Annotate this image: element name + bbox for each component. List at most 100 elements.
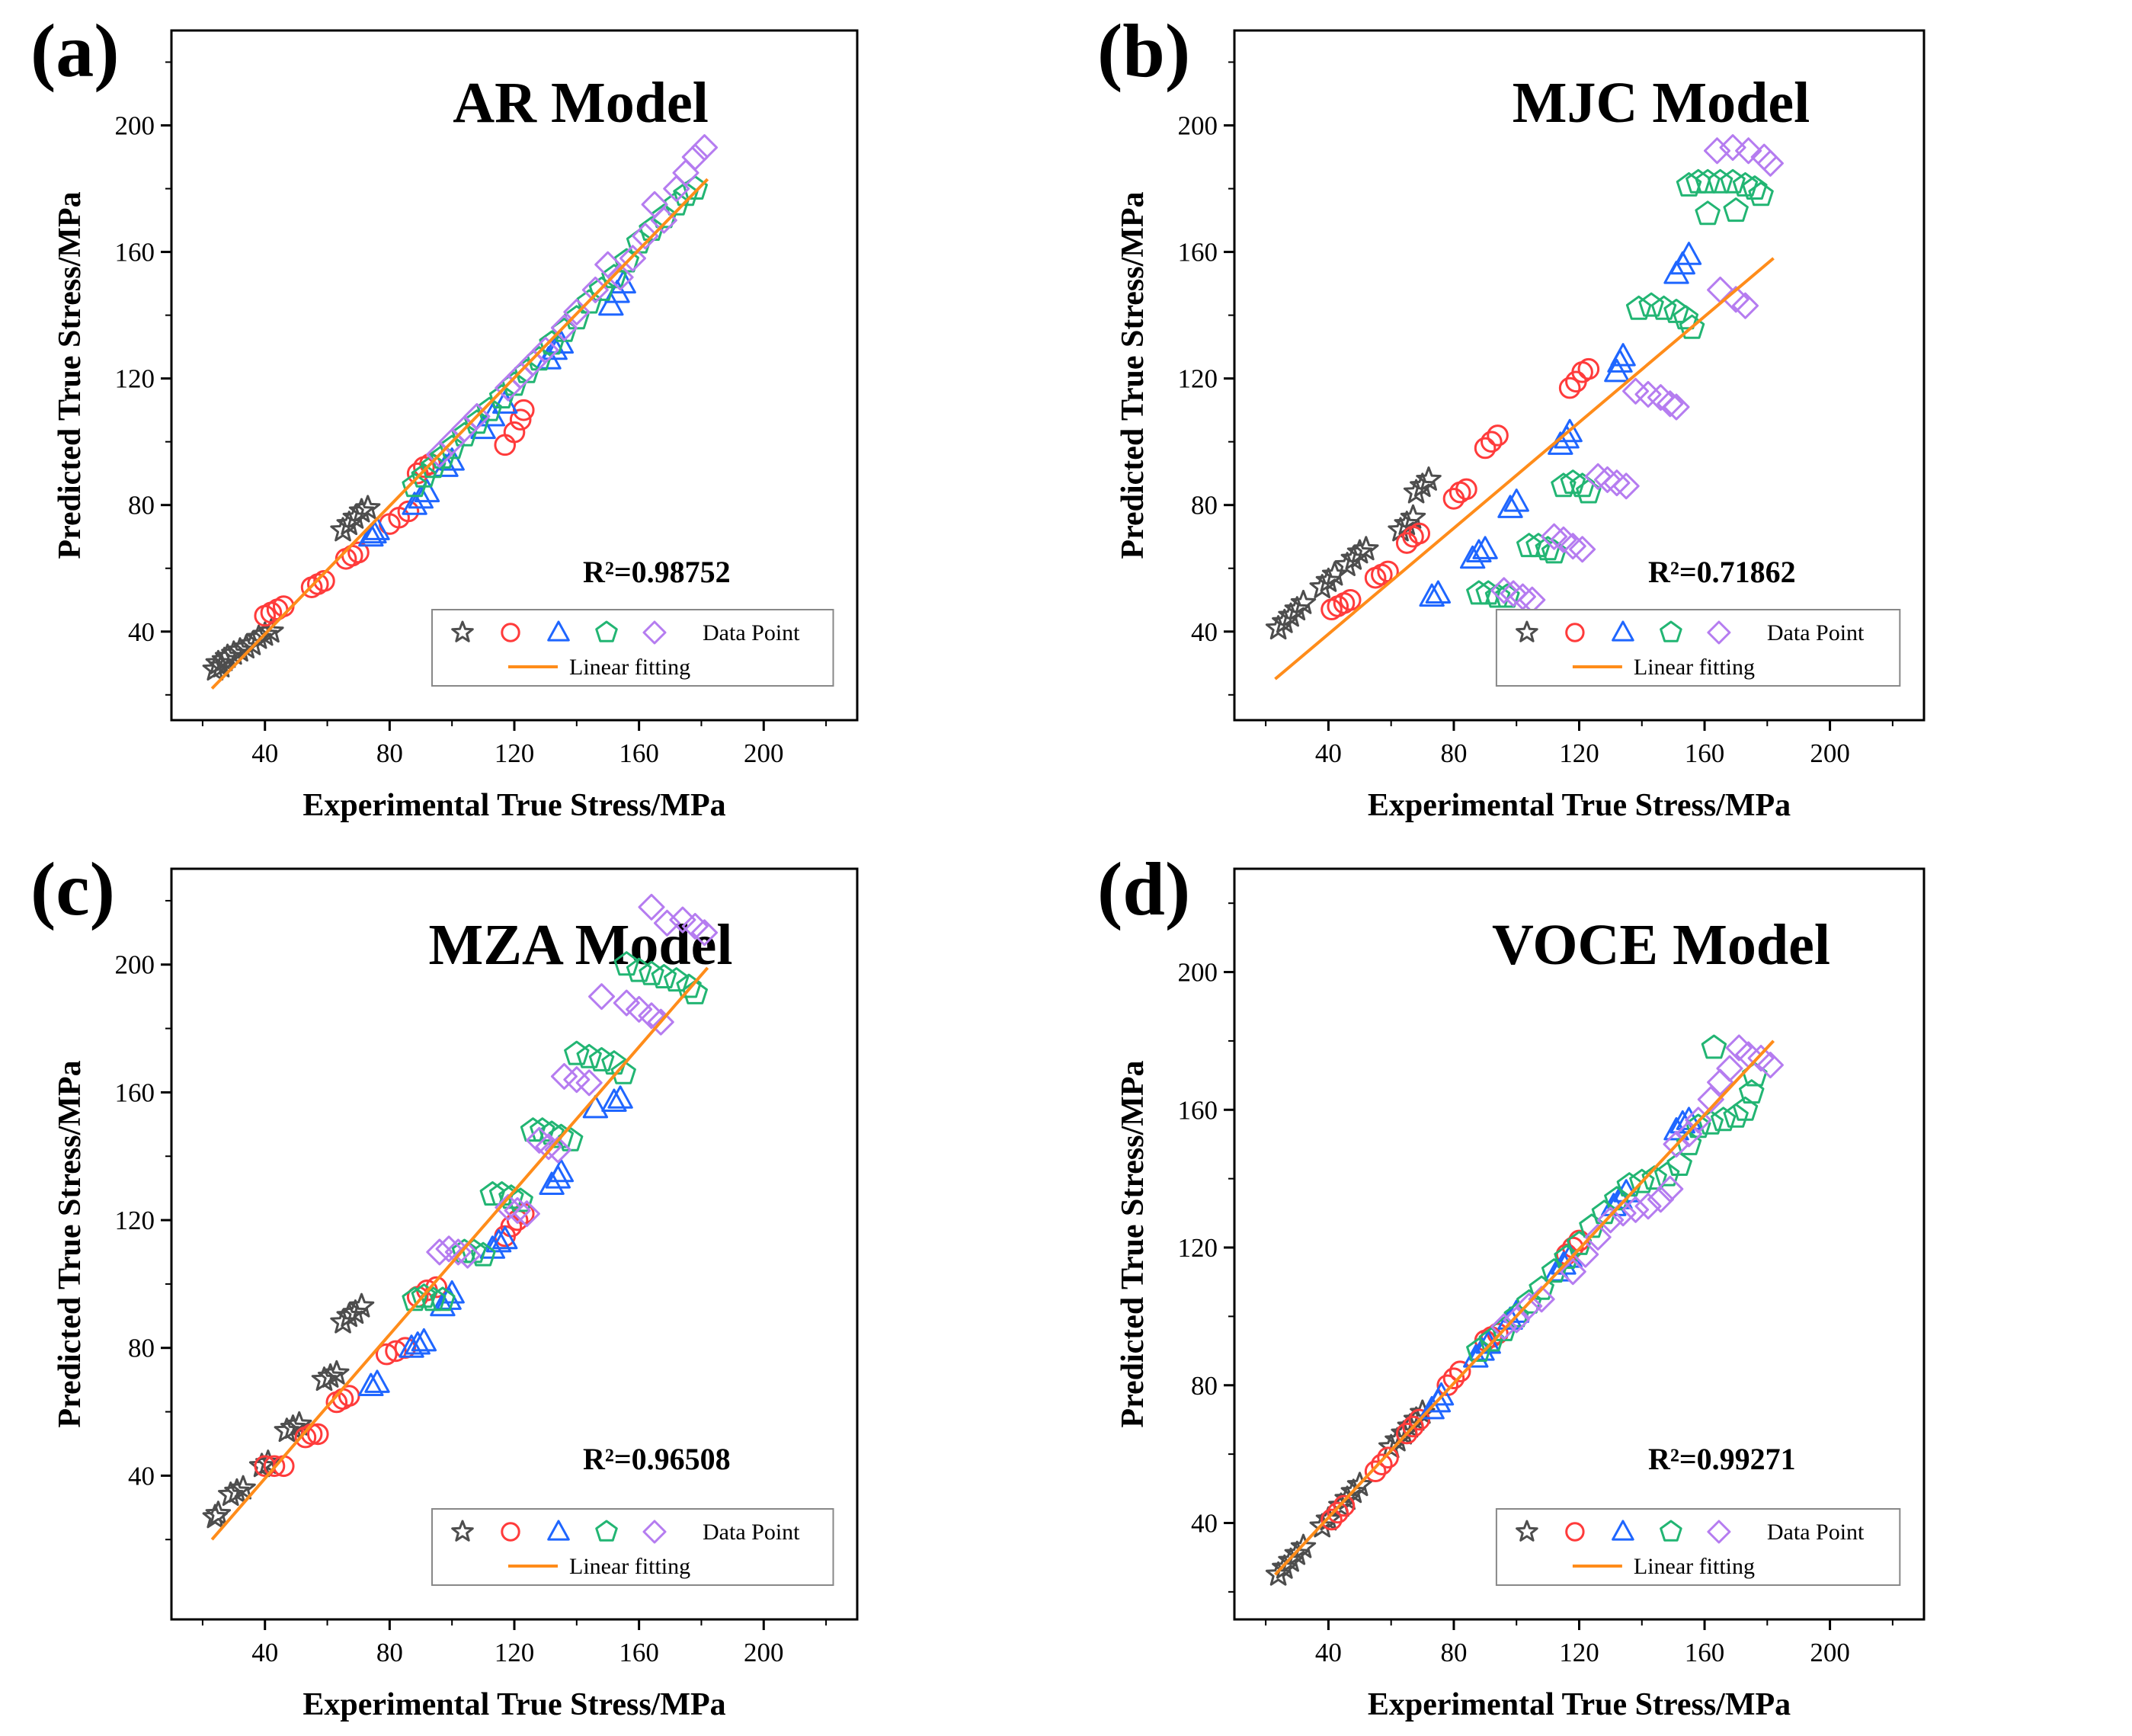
data-point <box>1472 536 1498 559</box>
legend-box <box>1495 609 1901 687</box>
data-point <box>664 967 690 992</box>
x-tick-label: 200 <box>1810 738 1850 768</box>
y-tick-label: 200 <box>115 950 155 980</box>
data-point <box>1666 1151 1692 1176</box>
data-point <box>1309 1513 1335 1538</box>
series-5 <box>426 893 719 1269</box>
data-point <box>1610 343 1636 367</box>
data-point <box>1410 472 1436 498</box>
data-point <box>1720 168 1746 194</box>
chart-panel-4: (d) VOCE Model 40 80 120 160 200 40 80 120 160 200 E… <box>1097 847 1926 1722</box>
data-point <box>1516 1289 1542 1314</box>
data-point <box>1685 1107 1712 1134</box>
data-point <box>669 906 696 934</box>
y-tick-label: 80 <box>1191 1371 1218 1401</box>
data-point <box>1272 1554 1298 1579</box>
data-point <box>397 500 420 523</box>
data-point <box>691 919 719 946</box>
data-point <box>1353 536 1379 561</box>
r2-label: R²=0.99271 <box>1648 1442 1796 1476</box>
x-tick-label: 160 <box>619 738 659 768</box>
data-point <box>492 1225 518 1250</box>
data-point <box>1634 380 1662 408</box>
data-point <box>1525 533 1551 558</box>
series-1 <box>202 1292 375 1529</box>
x-tick-label: 80 <box>376 738 403 768</box>
data-point <box>375 1343 398 1366</box>
data-point <box>1657 1175 1684 1203</box>
data-point <box>1634 1193 1662 1220</box>
chart-title: MZA Model <box>429 913 733 977</box>
legend-marker <box>1565 623 1585 642</box>
data-point <box>430 1292 456 1317</box>
data-point <box>426 1238 453 1266</box>
series-3 <box>1419 242 1702 607</box>
data-point <box>1377 560 1399 583</box>
data-point <box>1650 295 1677 320</box>
data-point <box>1466 539 1492 562</box>
legend-fit-label: Linear fitting <box>569 655 690 680</box>
data-point <box>1584 463 1612 490</box>
data-point <box>1647 1186 1674 1213</box>
x-tick-label: 200 <box>744 738 784 768</box>
y-tick-label: 40 <box>1191 1508 1218 1538</box>
data-point <box>1707 276 1734 303</box>
data-point <box>588 983 616 1011</box>
data-point <box>1679 314 1705 339</box>
data-point <box>1284 1540 1310 1565</box>
data-point <box>1340 545 1366 570</box>
legend-marker <box>1707 620 1731 645</box>
data-point <box>626 957 652 982</box>
legend-box <box>1495 1508 1901 1586</box>
y-tick-label: 200 <box>1178 958 1218 988</box>
data-point <box>1541 539 1567 564</box>
data-point <box>509 408 532 431</box>
data-point <box>639 216 664 241</box>
data-point <box>1402 1415 1424 1438</box>
data-point <box>1315 1506 1342 1531</box>
y-axis-label: Predicted True Stress/MPa <box>1116 191 1151 559</box>
data-point <box>647 1008 674 1036</box>
data-point <box>1265 1561 1292 1586</box>
y-tick-label: 200 <box>115 111 155 141</box>
data-point <box>1569 536 1596 563</box>
data-point <box>601 1088 627 1112</box>
data-point <box>1328 1492 1354 1517</box>
y-tick-label: 120 <box>115 1206 155 1235</box>
series-4 <box>1466 168 1774 608</box>
x-axis-label: Experimental True Stress/MPa <box>303 788 725 823</box>
y-tick-label: 40 <box>1191 617 1218 647</box>
series-1 <box>202 495 381 681</box>
data-point <box>479 1181 506 1206</box>
data-point <box>411 1328 437 1352</box>
legend: Data Point Linear fitting <box>431 609 834 687</box>
legend-fit-label: Linear fitting <box>1634 655 1755 680</box>
data-point <box>494 434 517 456</box>
data-point <box>430 1286 456 1312</box>
data-point <box>1711 1107 1737 1132</box>
y-tick-label: 200 <box>1178 111 1218 141</box>
data-point <box>364 517 390 540</box>
panel-letter: (c) <box>30 847 115 931</box>
chart-title: MJC Model <box>1513 71 1810 135</box>
y-tick-label: 160 <box>1178 1095 1218 1125</box>
x-tick-label: 80 <box>376 1638 403 1667</box>
data-point <box>258 618 284 643</box>
data-point <box>1500 580 1527 607</box>
data-point <box>1346 1472 1373 1497</box>
data-point <box>1408 1408 1431 1431</box>
data-point <box>1284 596 1310 621</box>
data-point <box>1400 504 1426 529</box>
data-point <box>1756 149 1784 177</box>
legend-marker <box>1516 1520 1538 1542</box>
data-point <box>575 1069 603 1097</box>
data-point <box>1742 175 1768 200</box>
data-point <box>607 264 634 291</box>
data-point <box>239 630 266 655</box>
data-point <box>1487 424 1509 447</box>
data-point <box>414 479 440 503</box>
legend-marker <box>501 1522 520 1542</box>
data-point <box>348 1292 375 1318</box>
legend-marker <box>1612 1520 1634 1541</box>
